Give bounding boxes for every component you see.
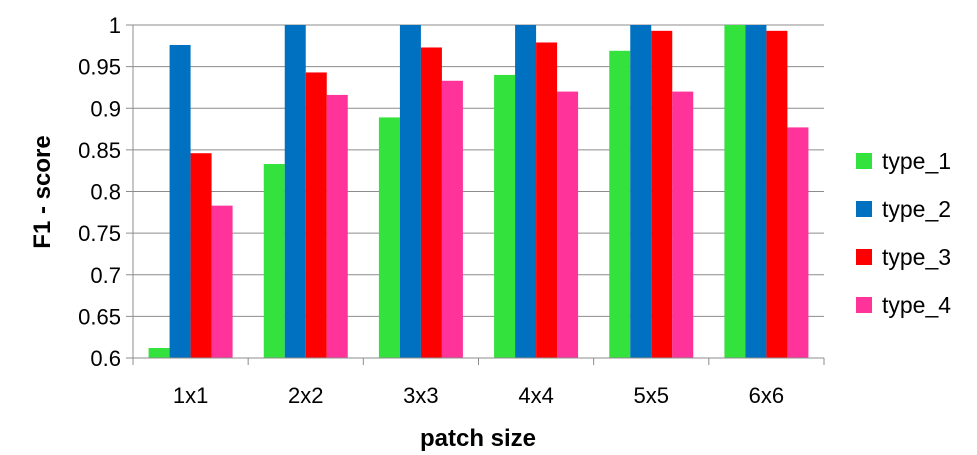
bar-type_2-2x2 [284,25,306,358]
y-tick-label: 0.65 [78,304,121,329]
bar-type_3-1x1 [190,153,212,358]
bar-type_2-5x5 [630,25,652,358]
legend-label-type_1: type_1 [882,148,951,174]
legend-swatch-type_3 [856,249,872,265]
y-tick-labels: 0.6 0.65 0.7 0.75 0.8 0.85 0.9 0.95 1 [78,13,121,371]
y-tick-label: 0.8 [90,180,121,205]
x-tick-label: 3x3 [403,383,438,408]
bars [148,25,809,359]
bar-type_4-4x4 [557,91,579,358]
x-axis-title: patch size [420,425,536,452]
bar-type_1-5x5 [609,50,631,359]
x-tick-label: 6x6 [749,383,784,408]
bar-type_3-3x3 [420,47,442,358]
y-tick-label: 0.75 [78,221,121,246]
legend-swatch-type_1 [856,153,872,169]
bar-type_3-5x5 [651,30,673,358]
legend-label-type_3: type_3 [882,244,951,270]
bar-type_1-2x2 [263,164,285,358]
x-tick-label: 4x4 [518,383,553,408]
bar-type_3-4x4 [536,42,558,359]
bar-type_3-6x6 [766,30,788,358]
x-tick-label: 5x5 [634,383,669,408]
bar-type_4-3x3 [441,80,463,358]
bar-type_4-5x5 [672,91,694,358]
bar-type_1-4x4 [494,74,516,358]
bar-type_4-2x2 [326,94,348,359]
y-axis-title: F1 - score [29,135,56,248]
legend-swatch-type_2 [856,201,872,217]
legend-swatch-type_4 [856,297,872,313]
y-tick-label: 0.95 [78,55,121,80]
bar-type_1-1x1 [148,348,170,358]
bar-type_2-6x6 [745,25,767,358]
legend-label-type_2: type_2 [882,196,951,222]
bar-type_4-1x1 [211,205,233,358]
y-tick-label: 1 [109,13,121,38]
bar-type_1-3x3 [378,117,400,358]
x-tick-label: 2x2 [288,383,323,408]
bar-type_4-6x6 [787,127,809,359]
y-tick-label: 0.9 [90,96,121,121]
bar-type_2-1x1 [169,44,191,358]
bar-type_1-6x6 [724,25,746,358]
legend-label-type_4: type_4 [882,292,951,318]
y-tick-label: 0.85 [78,138,121,163]
bar-type_2-3x3 [399,25,421,358]
gridlines [126,24,824,359]
legend: type_1 type_2 type_3 type_4 [856,148,951,318]
y-tick-label: 0.6 [90,346,121,371]
bar-type_3-2x2 [305,72,327,358]
x-tick-labels: 1x1 2x2 3x3 4x4 5x5 6x6 [132,358,825,408]
bar-type_2-4x4 [515,25,537,358]
x-tick-label: 1x1 [173,383,208,408]
y-tick-label: 0.7 [90,263,121,288]
